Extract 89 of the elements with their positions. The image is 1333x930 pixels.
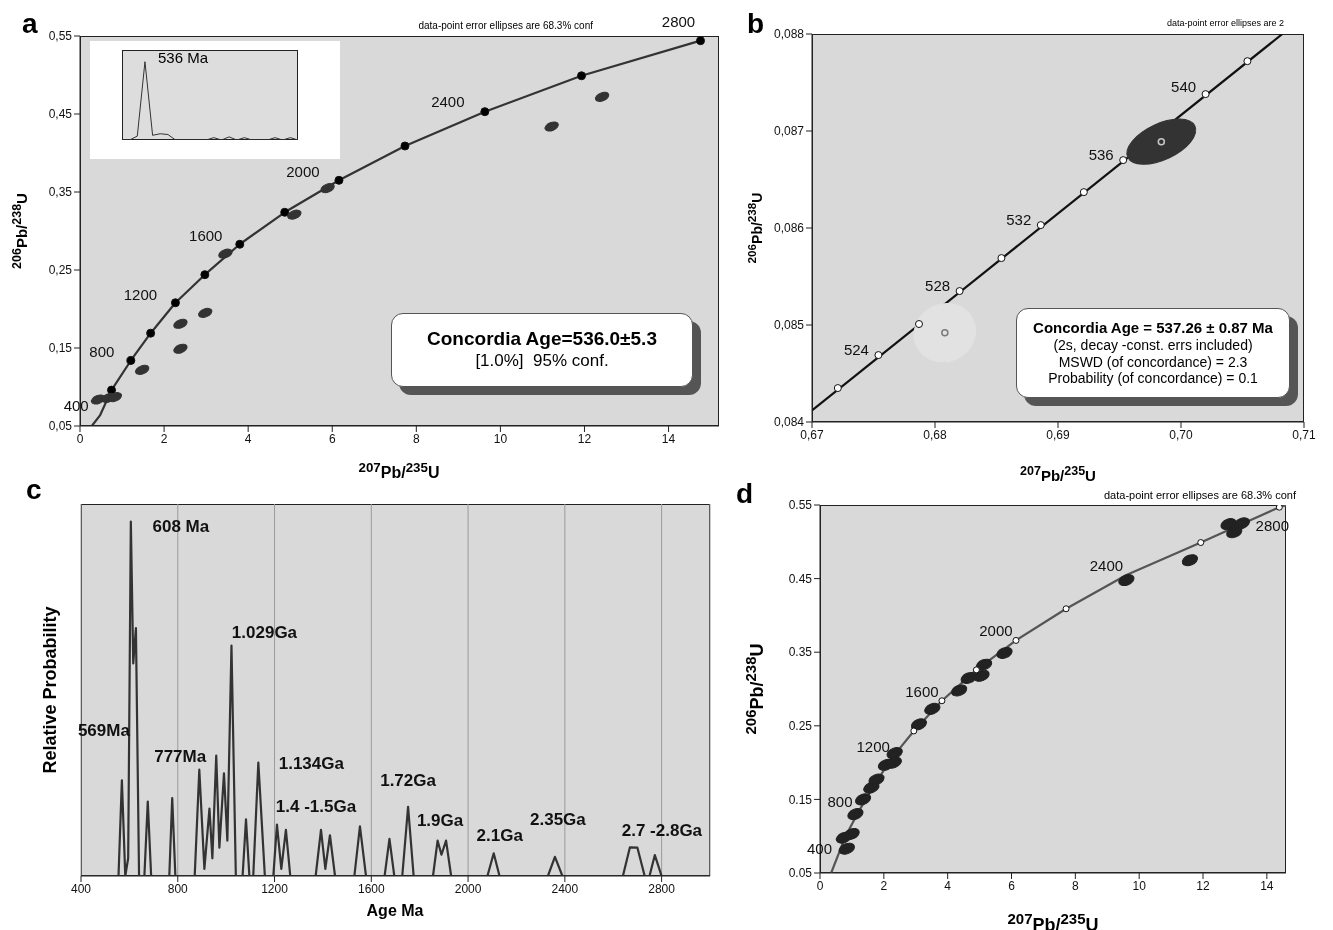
text: data-point error ellipses are 2 bbox=[1166, 18, 1284, 28]
x-tick-label: 0,67 bbox=[800, 427, 824, 442]
annotation: 1600 bbox=[905, 682, 939, 700]
annotation: 524 bbox=[843, 340, 869, 358]
y-tick-label: 0.05 bbox=[788, 866, 813, 881]
x-tick-label: 4 bbox=[244, 431, 252, 446]
chart-title: a bbox=[22, 8, 38, 40]
annotation: 800 bbox=[827, 792, 853, 810]
annotation: 528 bbox=[925, 276, 951, 294]
annotation: 536 Ma bbox=[158, 49, 209, 66]
annotation: 2400 bbox=[1089, 556, 1124, 574]
annotation: 540 bbox=[1171, 77, 1197, 95]
y-tick-label: 0,45 bbox=[48, 107, 73, 122]
annotation: 1.029Ga bbox=[231, 622, 298, 642]
annotation: 1600 bbox=[189, 226, 223, 244]
annotation: Concordia Age=536.0±5.3 bbox=[427, 328, 657, 352]
x-tick-label: 14 bbox=[1260, 878, 1274, 893]
y-tick-label: 0.15 bbox=[788, 792, 813, 807]
y-tick-label: 0,25 bbox=[48, 263, 73, 278]
x-tick-label: 400 bbox=[70, 881, 92, 896]
chart-title: c bbox=[26, 474, 42, 506]
x-tick-label: 1200 bbox=[261, 881, 289, 896]
x-tick-label: 2800 bbox=[648, 881, 676, 896]
annotation: Probability (of concordance) = 0.1 bbox=[1048, 370, 1258, 388]
y-tick-label: 0,087 bbox=[773, 124, 805, 139]
x-axis-title: $^{207}$Pb/$^{235}$U bbox=[1019, 464, 1097, 484]
annotation: 1.4 -1.5Ga bbox=[275, 796, 357, 816]
y-tick-label: 0,084 bbox=[773, 415, 805, 430]
x-tick-label: 14 bbox=[661, 431, 676, 446]
annotation: 1.72Ga bbox=[380, 770, 437, 790]
annotation: 1.134Ga bbox=[278, 753, 345, 773]
x-tick-label: 1600 bbox=[357, 881, 385, 896]
y-tick-label: 0.25 bbox=[788, 719, 813, 734]
x-tick-label: 0,71 bbox=[1292, 427, 1316, 442]
annotation: 1200 bbox=[123, 285, 158, 303]
y-tick-label: 0,05 bbox=[48, 419, 73, 434]
x-axis-title: Age Ma bbox=[365, 902, 425, 920]
annotation: 2000 bbox=[286, 162, 320, 180]
x-tick-label: 0 bbox=[76, 431, 84, 446]
chart-title: d bbox=[736, 478, 754, 510]
annotation: 536 bbox=[1088, 145, 1114, 163]
annotation: 2400 bbox=[431, 92, 465, 110]
x-tick-label: 8 bbox=[1072, 878, 1079, 893]
x-tick-label: 800 bbox=[167, 881, 189, 896]
annotation: 1200 bbox=[856, 737, 890, 755]
annotation: Concordia Age = 537.26 ± 0.87 Ma bbox=[1033, 318, 1273, 337]
x-tick-label: 2000 bbox=[454, 881, 482, 896]
annotation: 2.7 -2.8Ga bbox=[621, 820, 703, 840]
x-tick-label: 6 bbox=[328, 431, 336, 446]
x-tick-label: 0,70 bbox=[1169, 427, 1193, 442]
y-tick-label: 0,085 bbox=[773, 318, 805, 333]
x-tick-label: 0 bbox=[816, 878, 824, 893]
text: data-point error ellipses are 68.3% conf bbox=[418, 20, 593, 31]
x-axis-title: $^{207}$Pb/$^{235}$U bbox=[357, 460, 441, 483]
annotation: (2s, decay -const. errs included) bbox=[1053, 336, 1253, 354]
y-tick-label: 0,55 bbox=[48, 29, 73, 44]
annotation: 2.35Ga bbox=[530, 809, 587, 829]
x-tick-label: 2 bbox=[880, 878, 888, 893]
y-tick-label: 0,15 bbox=[48, 341, 73, 356]
x-tick-label: 12 bbox=[1196, 878, 1211, 893]
text: data-point error ellipses are 68.3% conf bbox=[1104, 489, 1296, 501]
x-tick-label: 12 bbox=[577, 431, 592, 446]
annotation: [1.0%] 95% conf. bbox=[475, 351, 609, 372]
annotation: MSWD (of concordance) = 2.3 bbox=[1058, 353, 1248, 371]
annotation: 2000 bbox=[979, 621, 1013, 639]
annotation: 800 bbox=[89, 342, 115, 360]
annotation: 532 bbox=[1006, 210, 1032, 228]
annotation: 777Ma bbox=[154, 746, 207, 766]
annotation: 1.9Ga bbox=[416, 810, 464, 830]
x-tick-label: 0,68 bbox=[923, 427, 947, 442]
annotation: 2800 bbox=[661, 12, 696, 30]
x-tick-label: 0,69 bbox=[1046, 427, 1070, 442]
x-tick-label: 4 bbox=[944, 878, 952, 893]
x-tick-label: 10 bbox=[493, 431, 508, 446]
y-tick-label: 0,35 bbox=[48, 185, 73, 200]
y-tick-label: 0.45 bbox=[788, 571, 813, 586]
chart-title: b bbox=[747, 8, 765, 40]
y-tick-label: 0,088 bbox=[773, 27, 805, 42]
x-tick-label: 8 bbox=[412, 431, 420, 446]
x-tick-label: 6 bbox=[1008, 878, 1016, 893]
y-axis-title: Relative Probability bbox=[40, 605, 61, 776]
y-tick-label: 0,086 bbox=[773, 221, 805, 236]
x-tick-label: 2400 bbox=[551, 881, 579, 896]
annotation: 2.1Ga bbox=[476, 825, 524, 845]
y-tick-label: 0.35 bbox=[788, 645, 813, 660]
x-tick-label: 10 bbox=[1132, 878, 1147, 893]
y-tick-label: 0.55 bbox=[788, 498, 813, 513]
x-tick-label: 2 bbox=[160, 431, 168, 446]
annotation: 608 Ma bbox=[152, 516, 210, 536]
